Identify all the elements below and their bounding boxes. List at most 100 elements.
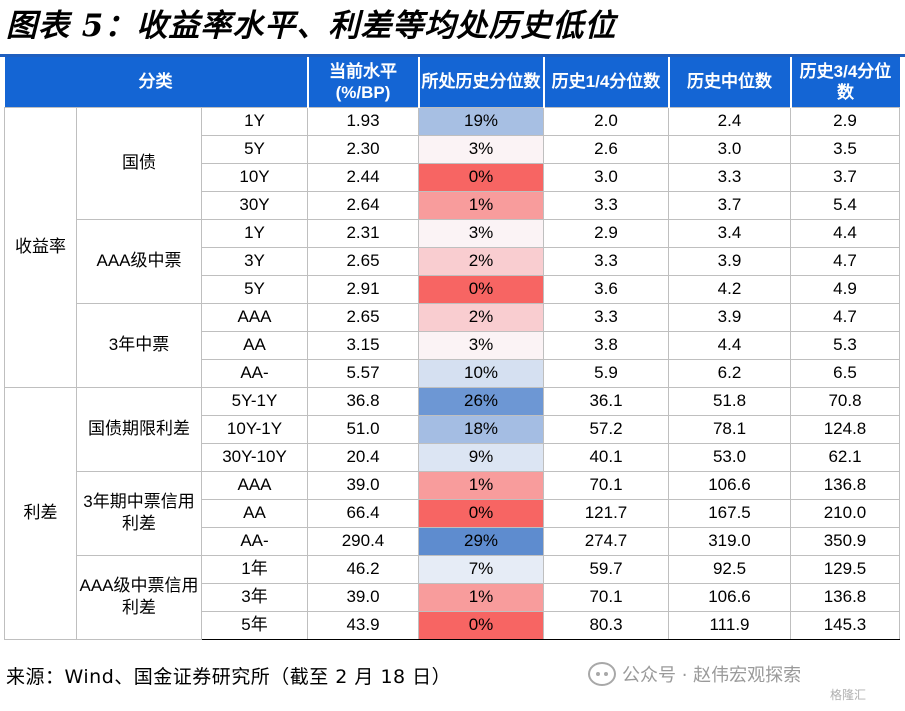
group-label: AAA级中票 <box>76 218 202 304</box>
median-value: 51.8 <box>668 386 791 416</box>
q1-value: 3.0 <box>543 162 669 192</box>
table-row: AA 66.4 0% 121.7 167.5 210.0 <box>5 498 900 528</box>
percentile-value: 18% <box>418 414 544 444</box>
section-label: 收益率 <box>4 106 77 388</box>
row-label: 5Y-1Y <box>201 386 308 416</box>
header-percentile: 所处历史分位数 <box>417 57 544 107</box>
row-label: 30Y <box>201 190 308 220</box>
q1-value: 59.7 <box>543 554 669 584</box>
percentile-value: 0% <box>418 162 544 192</box>
q1-value: 70.1 <box>543 470 669 500</box>
current-value: 1.93 <box>307 106 419 136</box>
q1-value: 36.1 <box>543 386 669 416</box>
current-value: 46.2 <box>307 554 419 584</box>
percentile-value: 3% <box>418 218 544 248</box>
group-label: 国债 <box>76 106 202 220</box>
q3-value: 6.5 <box>790 358 900 388</box>
current-value: 39.0 <box>307 582 419 612</box>
median-value: 3.4 <box>668 218 791 248</box>
row-label: 1年 <box>201 554 308 584</box>
percentile-value: 1% <box>418 582 544 612</box>
header-row: 分类 当前水平 (%/BP) 所处历史分位数 历史1/4分位数 历史中位数 历史… <box>4 57 900 107</box>
q3-value: 4.7 <box>790 302 900 332</box>
q1-value: 3.6 <box>543 274 669 304</box>
q1-value: 121.7 <box>543 498 669 528</box>
row-label: AA- <box>201 358 308 388</box>
row-label: AA <box>201 330 308 360</box>
median-value: 3.0 <box>668 134 791 164</box>
q1-value: 57.2 <box>543 414 669 444</box>
q3-value: 3.5 <box>790 134 900 164</box>
median-value: 92.5 <box>668 554 791 584</box>
data-table: 分类 当前水平 (%/BP) 所处历史分位数 历史1/4分位数 历史中位数 历史… <box>4 57 900 640</box>
percentile-value: 3% <box>418 330 544 360</box>
row-label: 3Y <box>201 246 308 276</box>
table-row: 3年 39.0 1% 70.1 106.6 136.8 <box>5 582 900 612</box>
q3-value: 3.7 <box>790 162 900 192</box>
row-label: 1Y <box>201 106 308 136</box>
median-value: 3.3 <box>668 162 791 192</box>
current-value: 2.65 <box>307 302 419 332</box>
median-value: 6.2 <box>668 358 791 388</box>
table-row: 5年 43.9 0% 80.3 111.9 145.3 <box>5 610 900 640</box>
q3-value: 136.8 <box>790 582 900 612</box>
table-row: AA- 5.57 10% 5.9 6.2 6.5 <box>5 358 900 388</box>
median-value: 106.6 <box>668 582 791 612</box>
q3-value: 129.5 <box>790 554 900 584</box>
percentile-value: 0% <box>418 274 544 304</box>
table-row: 3Y 2.65 2% 3.3 3.9 4.7 <box>5 246 900 276</box>
row-label: 5Y <box>201 134 308 164</box>
q3-value: 2.9 <box>790 106 900 136</box>
table-row: 5Y 2.30 3% 2.6 3.0 3.5 <box>5 134 900 164</box>
q3-value: 4.4 <box>790 218 900 248</box>
median-value: 3.9 <box>668 302 791 332</box>
table-row: 10Y-1Y 51.0 18% 57.2 78.1 124.8 <box>5 414 900 444</box>
header-median: 历史中位数 <box>667 57 791 107</box>
header-q1: 历史1/4分位数 <box>542 57 669 107</box>
median-value: 2.4 <box>668 106 791 136</box>
q3-value: 124.8 <box>790 414 900 444</box>
median-value: 78.1 <box>668 414 791 444</box>
q1-value: 274.7 <box>543 526 669 556</box>
watermark-text: 公众号 · 赵伟宏观探索 <box>622 665 802 686</box>
q3-value: 5.4 <box>790 190 900 220</box>
table-row: 3年中票 AAA 2.65 2% 3.3 3.9 4.7 <box>5 302 900 388</box>
table-row: AAA级中票 1Y 2.31 3% 2.9 3.4 4.4 <box>5 218 900 304</box>
group-label: 国债期限利差 <box>76 386 202 472</box>
row-label: 30Y-10Y <box>201 442 308 472</box>
q1-value: 3.8 <box>543 330 669 360</box>
row-label: AA <box>201 498 308 528</box>
wechat-icon <box>588 662 616 686</box>
q1-value: 5.9 <box>543 358 669 388</box>
table-row: 10Y 2.44 0% 3.0 3.3 3.7 <box>5 162 900 192</box>
q3-value: 210.0 <box>790 498 900 528</box>
q3-value: 70.8 <box>790 386 900 416</box>
percentile-value: 7% <box>418 554 544 584</box>
current-value: 290.4 <box>307 526 419 556</box>
q1-value: 40.1 <box>543 442 669 472</box>
current-value: 51.0 <box>307 414 419 444</box>
current-value: 5.57 <box>307 358 419 388</box>
title-rule <box>0 54 905 57</box>
current-value: 2.65 <box>307 246 419 276</box>
q3-value: 136.8 <box>790 470 900 500</box>
q3-value: 4.9 <box>790 274 900 304</box>
current-value: 2.64 <box>307 190 419 220</box>
percentile-value: 2% <box>418 302 544 332</box>
q1-value: 2.6 <box>543 134 669 164</box>
header-category: 分类 <box>4 57 308 107</box>
q1-value: 2.9 <box>543 218 669 248</box>
group-label: AAA级中票信用利差 <box>76 554 202 640</box>
q1-value: 2.0 <box>543 106 669 136</box>
current-value: 39.0 <box>307 470 419 500</box>
row-label: 1Y <box>201 218 308 248</box>
q1-value: 80.3 <box>543 610 669 640</box>
q3-value: 145.3 <box>790 610 900 640</box>
row-label: 10Y-1Y <box>201 414 308 444</box>
percentile-value: 9% <box>418 442 544 472</box>
percentile-value: 1% <box>418 470 544 500</box>
q1-value: 70.1 <box>543 582 669 612</box>
percentile-value: 10% <box>418 358 544 388</box>
median-value: 106.6 <box>668 470 791 500</box>
q1-value: 3.3 <box>543 190 669 220</box>
